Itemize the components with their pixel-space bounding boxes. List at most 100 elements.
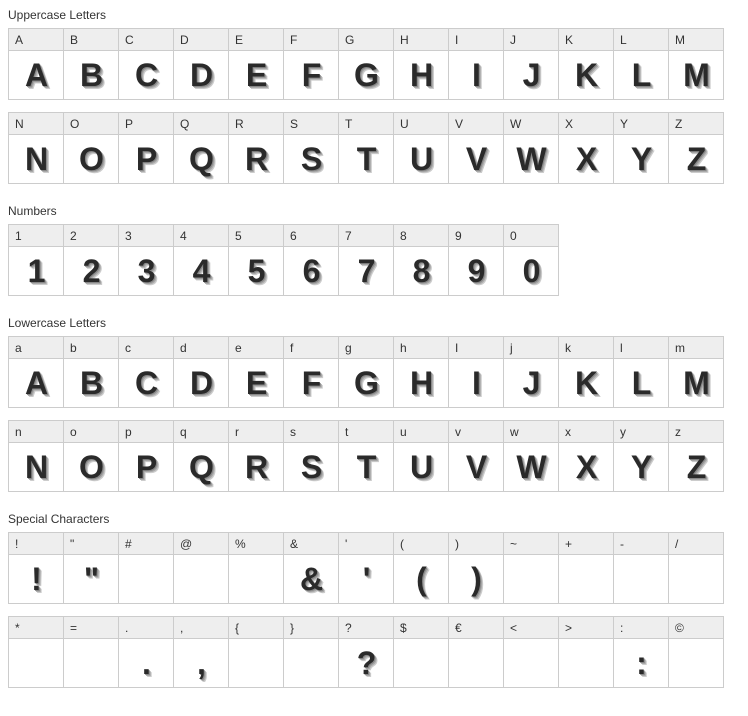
glyph-cell[interactable]: WW [503, 112, 559, 184]
glyph-cell[interactable]: wW [503, 420, 559, 492]
glyph-cell-label: ? [339, 617, 393, 639]
glyph-cell[interactable]: KK [558, 28, 614, 100]
glyph-cell[interactable]: RR [228, 112, 284, 184]
glyph-cell[interactable]: 77 [338, 224, 394, 296]
glyph-cell[interactable]: II [448, 336, 504, 408]
glyph-cell[interactable]: ZZ [668, 112, 724, 184]
glyph-cell[interactable]: DD [173, 28, 229, 100]
glyph-preview: P [119, 443, 173, 491]
glyph-cell[interactable]: vV [448, 420, 504, 492]
glyph-cell[interactable]: hH [393, 336, 449, 408]
glyph-cell[interactable]: MM [668, 28, 724, 100]
glyph-cell[interactable]: 00 [503, 224, 559, 296]
glyph-cell[interactable]: (( [393, 532, 449, 604]
glyph-cell[interactable]: nN [8, 420, 64, 492]
glyph-cell[interactable]: cC [118, 336, 174, 408]
glyph-cell[interactable]: eE [228, 336, 284, 408]
glyph-cell[interactable]: QQ [173, 112, 229, 184]
glyph-cell[interactable]: 66 [283, 224, 339, 296]
glyph-cell[interactable]: uU [393, 420, 449, 492]
glyph-cell[interactable]: !! [8, 532, 64, 604]
glyph-cell[interactable]: gG [338, 336, 394, 408]
glyph-cell[interactable]: VV [448, 112, 504, 184]
glyph-cell[interactable]: HH [393, 28, 449, 100]
glyph-cell[interactable]: sS [283, 420, 339, 492]
glyph-cell-label: k [559, 337, 613, 359]
glyph-row: 11223344556677889900 [8, 224, 740, 302]
glyph-cell[interactable]: ~ [503, 532, 559, 604]
glyph-cell[interactable]: )) [448, 532, 504, 604]
glyph-preview: J [504, 359, 558, 407]
glyph-cell[interactable]: 44 [173, 224, 229, 296]
glyph-cell[interactable]: oO [63, 420, 119, 492]
glyph-cell[interactable]: BB [63, 28, 119, 100]
glyph-cell[interactable]: 55 [228, 224, 284, 296]
glyph-cell[interactable]: FF [283, 28, 339, 100]
glyph-cell[interactable]: pP [118, 420, 174, 492]
glyph-cell[interactable]: UU [393, 112, 449, 184]
glyph-cell[interactable]: LL [613, 28, 669, 100]
glyph-cell[interactable]: qQ [173, 420, 229, 492]
glyph-cell[interactable]: { [228, 616, 284, 688]
glyph-cell[interactable]: JJ [503, 28, 559, 100]
glyph-cell[interactable]: % [228, 532, 284, 604]
glyph-cell[interactable]: xX [558, 420, 614, 492]
glyph-cell[interactable]: CC [118, 28, 174, 100]
glyph-cell-label: / [669, 533, 723, 555]
glyph-cell[interactable]: XX [558, 112, 614, 184]
glyph-cell[interactable]: # [118, 532, 174, 604]
glyph-cell[interactable]: dD [173, 336, 229, 408]
glyph-cell[interactable]: jJ [503, 336, 559, 408]
glyph-cell[interactable]: TT [338, 112, 394, 184]
glyph-cell[interactable]: kK [558, 336, 614, 408]
glyph-cell[interactable]: rR [228, 420, 284, 492]
glyph-cell[interactable]: NN [8, 112, 64, 184]
glyph-cell[interactable]: GG [338, 28, 394, 100]
glyph-cell[interactable]: ,, [173, 616, 229, 688]
glyph-cell[interactable]: '' [338, 532, 394, 604]
glyph-cell[interactable]: mM [668, 336, 724, 408]
glyph-cell[interactable]: AA [8, 28, 64, 100]
glyph-cell[interactable]: zZ [668, 420, 724, 492]
glyph-cell[interactable]: = [63, 616, 119, 688]
glyph-cell[interactable]: "" [63, 532, 119, 604]
glyph-cell[interactable]: 99 [448, 224, 504, 296]
glyph-cell[interactable]: 22 [63, 224, 119, 296]
glyph-cell[interactable]: II [448, 28, 504, 100]
glyph-cell[interactable]: SS [283, 112, 339, 184]
glyph-cell[interactable]: $ [393, 616, 449, 688]
glyph-cell[interactable]: aA [8, 336, 64, 408]
glyph-cell[interactable]: } [283, 616, 339, 688]
glyph-cell[interactable]: @ [173, 532, 229, 604]
glyph-cell-label: ~ [504, 533, 558, 555]
glyph-preview: P [119, 135, 173, 183]
glyph-cell[interactable]: tT [338, 420, 394, 492]
glyph-cell[interactable]: EE [228, 28, 284, 100]
glyph-cell[interactable]: - [613, 532, 669, 604]
glyph-cell[interactable]: OO [63, 112, 119, 184]
glyph-cell[interactable]: 11 [8, 224, 64, 296]
glyph-cell[interactable]: / [668, 532, 724, 604]
glyph-cell[interactable]: .. [118, 616, 174, 688]
font-character-map: Uppercase LettersAABBCCDDEEFFGGHHIIJJKKL… [8, 8, 740, 694]
glyph-cell[interactable]: > [558, 616, 614, 688]
glyph-cell-label: y [614, 421, 668, 443]
glyph-cell[interactable]: 33 [118, 224, 174, 296]
glyph-cell[interactable]: + [558, 532, 614, 604]
glyph-cell[interactable]: PP [118, 112, 174, 184]
glyph-cell[interactable]: fF [283, 336, 339, 408]
glyph-cell[interactable]: YY [613, 112, 669, 184]
glyph-row: NNOOPPQQRRSSTTUUVVWWXXYYZZ [8, 112, 740, 190]
glyph-cell[interactable]: < [503, 616, 559, 688]
glyph-cell[interactable]: bB [63, 336, 119, 408]
glyph-cell[interactable]: lL [613, 336, 669, 408]
glyph-cell[interactable]: 88 [393, 224, 449, 296]
glyph-cell[interactable]: ?? [338, 616, 394, 688]
glyph-cell[interactable]: * [8, 616, 64, 688]
glyph-cell[interactable]: && [283, 532, 339, 604]
glyph-preview: U [394, 443, 448, 491]
glyph-cell[interactable]: :: [613, 616, 669, 688]
glyph-cell[interactable]: © [668, 616, 724, 688]
glyph-cell[interactable]: € [448, 616, 504, 688]
glyph-cell[interactable]: yY [613, 420, 669, 492]
